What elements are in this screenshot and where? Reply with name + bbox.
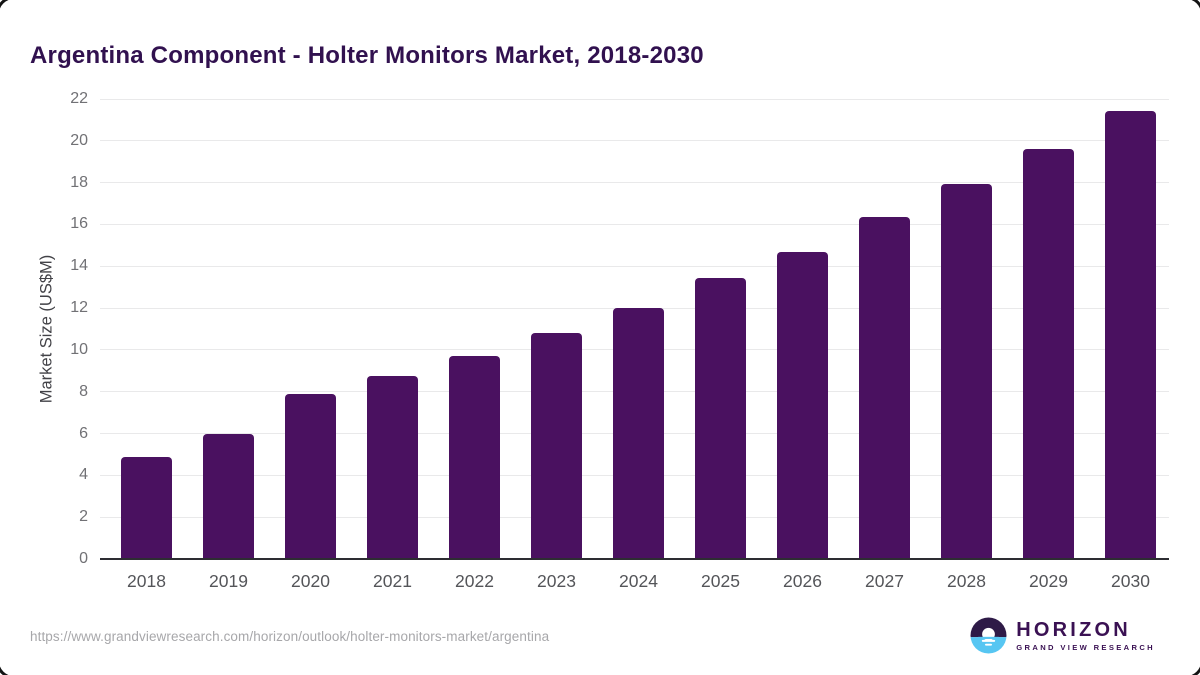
bar-2022[interactable] [449, 356, 500, 558]
bar-2026[interactable] [777, 251, 828, 558]
x-tick-label: 2019 [209, 571, 248, 591]
bar-2029[interactable] [1023, 149, 1074, 558]
bar-2027[interactable] [859, 217, 910, 558]
y-tick-label: 12 [70, 299, 88, 317]
logo-subtext: GRAND VIEW RESEARCH [1016, 643, 1155, 652]
x-tick-label: 2024 [619, 571, 658, 591]
gridline [100, 265, 1169, 267]
x-tick-label: 2027 [865, 571, 904, 591]
gridline [100, 182, 1169, 184]
y-tick-label: 16 [70, 215, 88, 233]
bar-2028[interactable] [941, 183, 992, 558]
gridline [100, 98, 1169, 100]
bar-2018[interactable] [121, 456, 172, 558]
x-tick-label: 2018 [127, 571, 166, 591]
y-tick-label: 10 [70, 340, 88, 358]
y-tick-label: 22 [70, 90, 88, 107]
x-tick-label: 2020 [291, 571, 330, 591]
y-tick-label: 0 [79, 550, 88, 567]
x-tick-label: 2030 [1111, 571, 1150, 591]
y-tick-label: 20 [70, 131, 88, 149]
bar-2020[interactable] [285, 393, 336, 558]
y-tick-label: 18 [70, 173, 88, 191]
gridline [100, 223, 1169, 225]
x-tick-label: 2029 [1029, 571, 1068, 591]
x-tick-label: 2025 [701, 571, 740, 591]
horizon-logo[interactable]: HORIZON GRAND VIEW RESEARCH [970, 617, 1155, 654]
bar-2030[interactable] [1105, 110, 1156, 558]
y-tick-label: 6 [79, 424, 88, 442]
x-tick-label: 2023 [537, 571, 576, 591]
bar-2021[interactable] [367, 376, 418, 558]
x-tick-label: 2028 [947, 571, 986, 591]
horizon-logo-icon [970, 617, 1007, 654]
logo-name: HORIZON [1016, 619, 1131, 641]
y-tick-label: 4 [79, 466, 88, 484]
bar-2024[interactable] [613, 308, 664, 558]
x-axis-line [100, 558, 1169, 560]
bar-2025[interactable] [695, 277, 746, 558]
source-url: https://www.grandviewresearch.com/horizo… [30, 629, 550, 644]
bar-2019[interactable] [203, 433, 254, 558]
plot-area: 0 2 4 6 8 10 12 14 16 18 20 22 2018 2019 2020 2021 2022 2… [70, 90, 1169, 591]
x-tick-label: 2021 [373, 571, 412, 591]
x-tick-label: 2026 [783, 571, 822, 591]
y-axis-title: Market Size (US$M) [37, 254, 56, 404]
y-tick-label: 2 [79, 508, 88, 526]
gridline [100, 140, 1169, 142]
x-tick-label: 2022 [455, 571, 494, 591]
y-tick-label: 14 [70, 257, 88, 275]
chart-title: Argentina Component - Holter Monitors Ma… [30, 42, 704, 70]
bar-2023[interactable] [531, 333, 582, 558]
y-tick-label: 8 [79, 382, 88, 400]
gridline [100, 307, 1169, 309]
